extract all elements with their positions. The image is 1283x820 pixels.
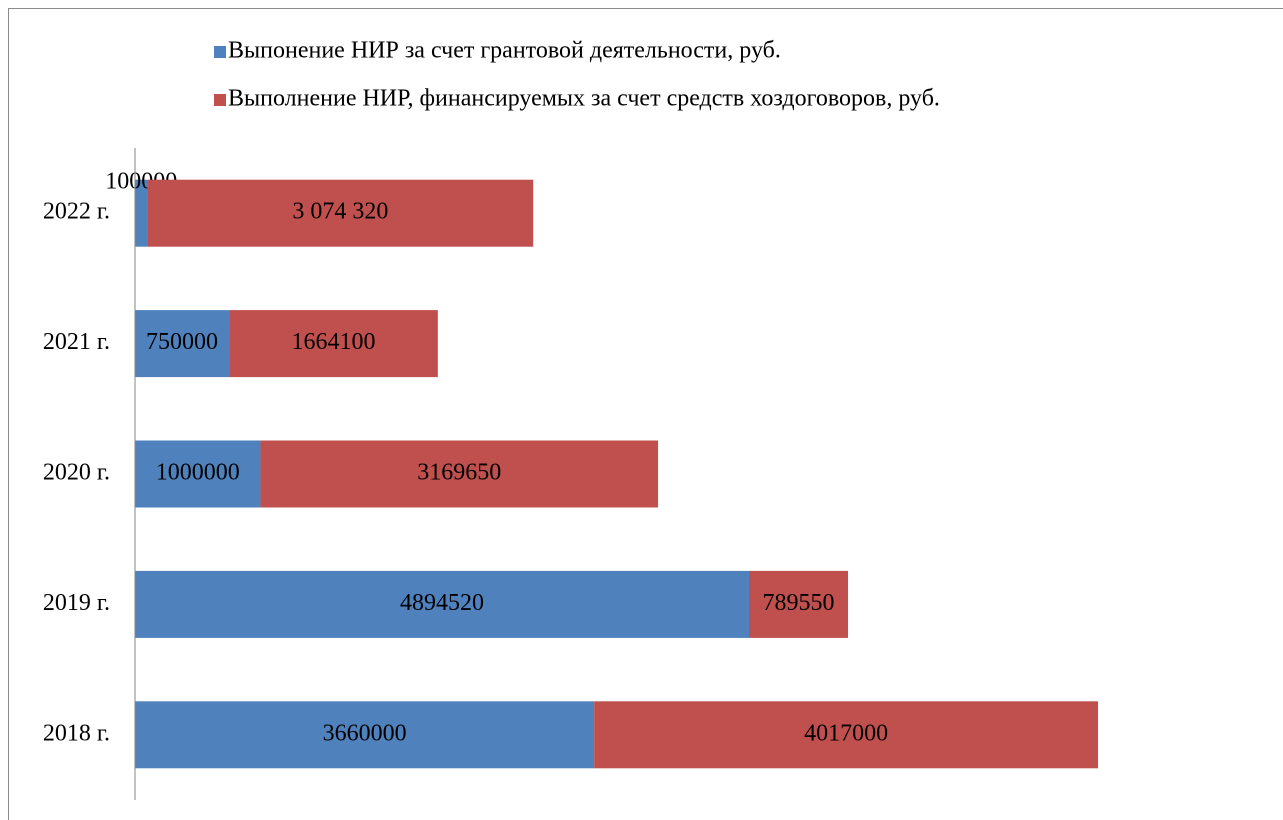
legend-swatch — [214, 46, 226, 58]
bar-segment — [594, 701, 1099, 769]
legend-swatch — [214, 94, 226, 106]
y-tick-label: 2022 г. — [43, 199, 110, 225]
data-label: 4017000 — [804, 720, 888, 746]
y-tick-label: 2021 г. — [43, 329, 110, 355]
bar-segment — [135, 701, 595, 769]
data-label: 3169650 — [417, 460, 501, 486]
data-label: 789550 — [763, 590, 835, 616]
data-label: 1664100 — [291, 329, 375, 355]
bar-segment — [135, 310, 230, 378]
data-label: 3 074 320 — [292, 199, 388, 225]
data-label: 3660000 — [323, 720, 407, 746]
bar-segment — [135, 440, 261, 508]
data-label: 750000 — [146, 329, 218, 355]
data-label: 1000000 — [156, 460, 240, 486]
data-label: 4894520 — [400, 590, 484, 616]
bar-segment — [135, 570, 749, 638]
legend-label: Выполнение НИР, финансируемых за счет ср… — [228, 86, 940, 112]
bar-segment — [748, 570, 849, 638]
legend-label: Выпонение НИР за счет грантовой деятельн… — [228, 38, 781, 64]
bar-segment — [135, 179, 148, 247]
y-tick-label: 2018 г. — [43, 720, 110, 746]
y-tick-label: 2020 г. — [43, 460, 110, 486]
bar-segment — [229, 310, 438, 378]
bar-segment — [260, 440, 659, 508]
bar-segment — [147, 179, 534, 247]
chart-frame — [8, 8, 1283, 820]
y-tick-label: 2019 г. — [43, 590, 110, 616]
